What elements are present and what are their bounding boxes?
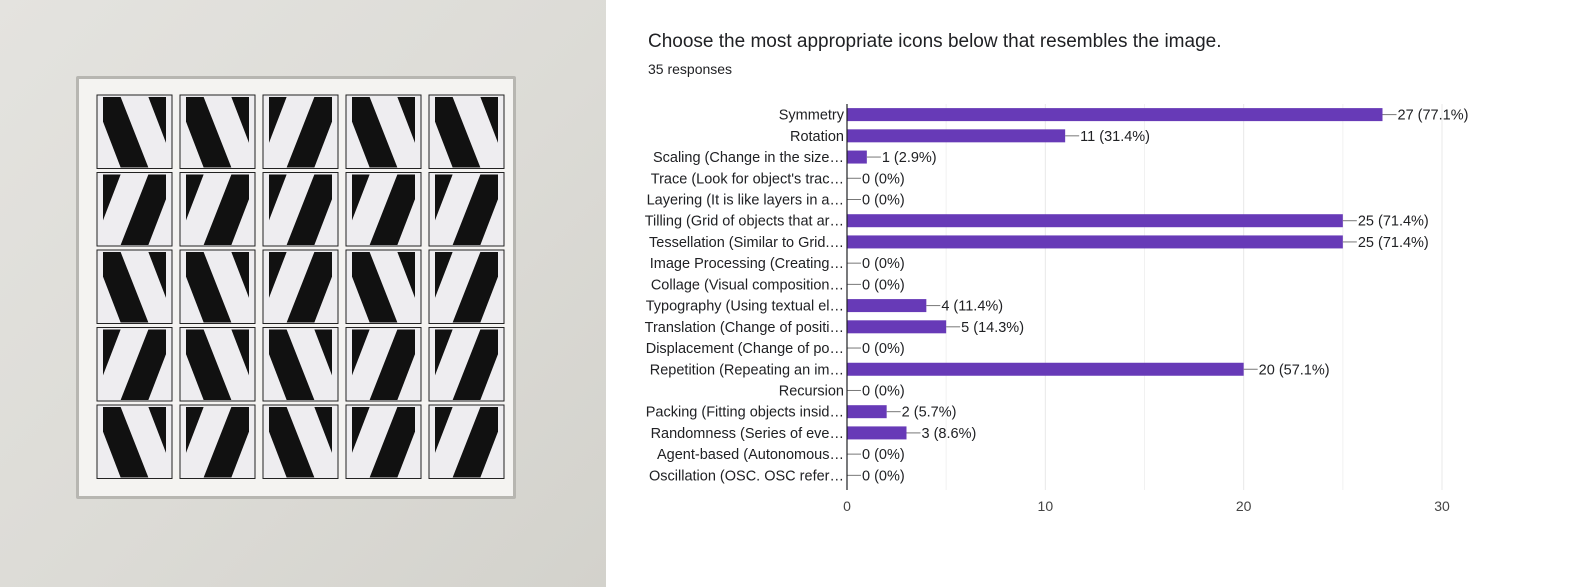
- category-label: Typography (Using textual el…: [646, 299, 844, 315]
- tile: [96, 249, 173, 324]
- value-label: 4 (11.4%): [941, 299, 1003, 315]
- tile: [262, 94, 339, 169]
- category-label: Repetition (Repeating an im…: [650, 362, 844, 378]
- chart-title: Choose the most appropriate icons below …: [648, 31, 1222, 52]
- value-label: 11 (31.4%): [1080, 129, 1150, 145]
- tile: [179, 172, 256, 247]
- category-label: Layering (It is like layers in a…: [647, 192, 844, 208]
- bar: [847, 129, 1066, 143]
- category-label: Translation (Change of positi…: [645, 320, 844, 336]
- bar: [847, 235, 1343, 249]
- x-tick-label: 30: [1434, 498, 1450, 514]
- tile: [96, 404, 173, 479]
- value-label: 0 (0%): [862, 256, 905, 272]
- bar: [847, 362, 1244, 376]
- value-label: 0 (0%): [862, 383, 905, 399]
- x-tick-label: 10: [1038, 498, 1054, 514]
- value-label: 0 (0%): [862, 277, 905, 293]
- tile: [345, 404, 422, 479]
- category-label: Packing (Fitting objects insid…: [646, 405, 844, 421]
- tile: [345, 94, 422, 169]
- x-tick-label: 20: [1236, 498, 1252, 514]
- category-label: Image Processing (Creating…: [650, 256, 844, 272]
- value-label: 20 (57.1%): [1259, 362, 1330, 378]
- tile: [179, 94, 256, 169]
- value-label: 0 (0%): [862, 341, 905, 357]
- tile: [262, 404, 339, 479]
- tile: [428, 172, 505, 247]
- artwork-print: [79, 79, 513, 496]
- value-label: 2 (5.7%): [902, 405, 957, 421]
- tile: [428, 404, 505, 479]
- value-label: 0 (0%): [862, 192, 905, 208]
- value-label: 25 (71.4%): [1358, 235, 1429, 251]
- bar: [847, 150, 867, 164]
- bar: [847, 426, 907, 440]
- bar: [847, 108, 1383, 122]
- bar: [847, 405, 887, 419]
- category-label: Scaling (Change in the size…: [653, 150, 844, 166]
- tile: [428, 327, 505, 402]
- bar: [847, 214, 1343, 228]
- category-label: Symmetry: [779, 108, 845, 124]
- category-label: Tessellation (Similar to Grid.…: [649, 235, 844, 251]
- tile: [179, 404, 256, 479]
- value-label: 3 (8.6%): [922, 426, 977, 442]
- value-label: 1 (2.9%): [882, 150, 937, 166]
- tile: [262, 327, 339, 402]
- category-label: Collage (Visual composition…: [651, 277, 844, 293]
- tile: [96, 172, 173, 247]
- category-label: Agent-based (Autonomous…: [657, 447, 844, 463]
- value-label: 5 (14.3%): [961, 320, 1024, 336]
- x-tick-label: 0: [843, 498, 851, 514]
- tile-grid: [96, 94, 505, 479]
- tile: [179, 249, 256, 324]
- photo-panel: [0, 0, 606, 587]
- tile: [345, 249, 422, 324]
- category-label: Recursion: [779, 383, 844, 399]
- category-label: Rotation: [790, 129, 844, 145]
- bar: [847, 320, 947, 334]
- tile: [345, 172, 422, 247]
- category-label: Oscillation (OSC. OSC refer…: [649, 468, 844, 484]
- tile: [428, 94, 505, 169]
- category-label: Tilling (Grid of objects that ar…: [645, 214, 844, 230]
- tile: [345, 327, 422, 402]
- category-label: Randomness (Series of eve…: [651, 426, 844, 442]
- tile: [428, 249, 505, 324]
- category-label: Trace (Look for object's trac…: [651, 171, 844, 187]
- value-label: 0 (0%): [862, 447, 905, 463]
- value-label: 0 (0%): [862, 171, 905, 187]
- value-label: 25 (71.4%): [1358, 214, 1429, 230]
- value-label: 0 (0%): [862, 468, 905, 484]
- tile: [179, 327, 256, 402]
- tile: [96, 94, 173, 169]
- bar: [847, 299, 927, 313]
- tile: [262, 249, 339, 324]
- tile: [262, 172, 339, 247]
- category-label: Displacement (Change of po…: [646, 341, 844, 357]
- tile: [96, 327, 173, 402]
- response-count: 35 responses: [648, 61, 733, 77]
- bar-chart: Symmetry 27 (77.1%) Rotation 11 (31.4%) Scal…: [645, 104, 1469, 514]
- value-label: 27 (77.1%): [1398, 108, 1469, 124]
- chart-panel: Choose the most appropriate icons below …: [606, 0, 1569, 587]
